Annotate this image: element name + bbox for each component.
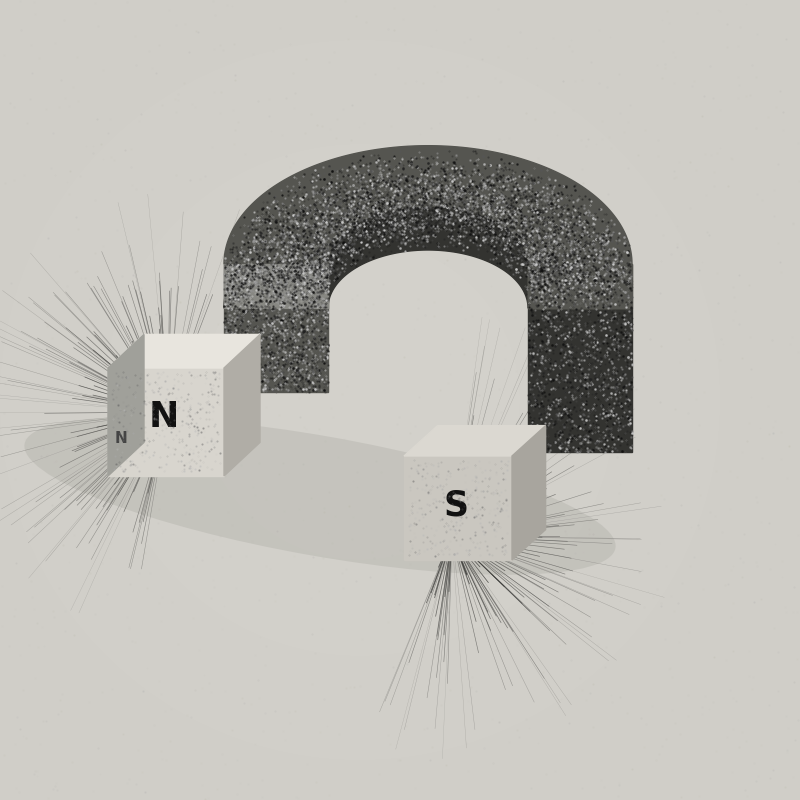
Polygon shape	[404, 456, 512, 560]
Polygon shape	[224, 146, 632, 264]
Polygon shape	[224, 190, 632, 308]
Circle shape	[200, 240, 520, 560]
Polygon shape	[224, 264, 328, 308]
Text: S: S	[443, 489, 468, 523]
Polygon shape	[108, 334, 144, 476]
Polygon shape	[528, 308, 632, 452]
Text: N: N	[149, 399, 179, 434]
Polygon shape	[224, 264, 328, 308]
Text: N: N	[114, 430, 127, 446]
Ellipse shape	[24, 418, 616, 574]
Polygon shape	[528, 264, 632, 308]
Polygon shape	[224, 334, 260, 476]
Circle shape	[104, 144, 616, 656]
Polygon shape	[528, 264, 632, 308]
Polygon shape	[224, 308, 328, 392]
Circle shape	[0, 40, 720, 760]
Polygon shape	[108, 334, 260, 368]
Polygon shape	[512, 426, 546, 560]
Polygon shape	[108, 368, 224, 476]
Polygon shape	[404, 426, 546, 456]
